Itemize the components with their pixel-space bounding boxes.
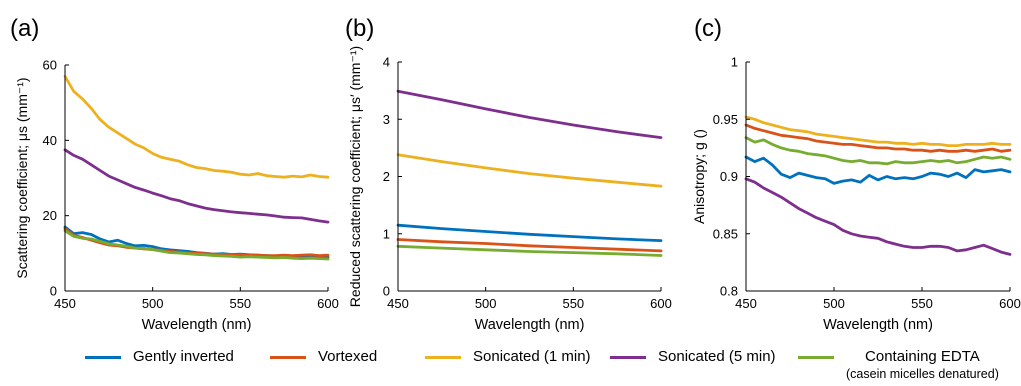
panel-c-series-sonicated-5-line [744,177,1012,256]
panel-b-y-tick-label: 2 [383,169,390,184]
panel-c-series-sonicated-1-line [744,115,1012,148]
legend-label-vortexed: Vortexed [318,348,378,365]
panel-a-x-tick-label: 450 [54,296,76,311]
panel-c-y-tick-label: 0.95 [713,112,738,127]
legend-text-edta: Containing EDTA (casein micelles denatur… [846,348,999,382]
panel-b-series-gently-inverted-line [396,223,663,243]
panel-c-x-tick-label: 500 [823,296,845,311]
legend-item-sonicated-5: Sonicated (5 min) [610,348,776,366]
panel-c-x-tick-label: 450 [735,296,757,311]
legend-swatch-sonicated-1 [425,356,461,359]
panel-b-x-axis-label: Wavelength (nm) [475,317,585,333]
panel-c-series-edta-line [744,136,1012,166]
panel-a-y-tick-label: 40 [43,133,57,148]
legend-swatch-sonicated-5 [610,356,646,359]
panel-a-y-tick-label: 60 [43,58,57,73]
panel-b-series-vortexed-line [396,238,663,253]
panel-b-y-tick-label: 3 [383,112,390,127]
panel-a-y-axis-label: Scattering coefficient; μs (mm⁻¹) [14,77,30,278]
panel-a-series-sonicated-5-line [63,148,330,224]
panel-b-x-tick-label: 550 [562,296,584,311]
panel-a-x-tick-label: 500 [142,296,164,311]
panel-b-y-tick-label: 1 [383,226,390,241]
panel-b-y-tick-label: 0 [383,284,390,299]
panel-a-x-tick-label: 600 [317,296,339,311]
legend-swatch-edta [798,356,834,359]
panel-a-x-axis-label: Wavelength (nm) [142,317,252,333]
panel-b-y-tick-label: 4 [383,55,390,70]
legend-item-edta: Containing EDTA (casein micelles denatur… [798,348,999,382]
panel-b-series-sonicated-5-line [396,89,663,140]
legend-label-sonicated-5: Sonicated (5 min) [658,348,776,365]
legend-label-edta: Containing EDTA [865,348,980,365]
panel-c-x-tick-label: 600 [999,296,1021,311]
panel-c-y-axis-label: Anisotropy; g () [691,129,707,224]
legend-label-sonicated-1: Sonicated (1 min) [473,348,591,365]
panel-b-label: (b) [345,15,374,42]
panel-a-series-edta-line [63,229,330,261]
panel-c-series-vortexed-line [744,123,1012,153]
panel-b-series-edta-line [396,244,663,257]
panel-c-x-axis-label: Wavelength (nm) [823,317,933,333]
panel-c-y-tick-label: 0.8 [720,284,738,299]
panel-a-y-tick-label: 20 [43,208,57,223]
legend: Gently inverted Vortexed Sonicated (1 mi… [0,340,1021,386]
legend-item-sonicated-1: Sonicated (1 min) [425,348,591,366]
legend-label-gently-inverted: Gently inverted [133,348,234,365]
panel-c-y-tick-label: 0.85 [713,226,738,241]
panel-b-series-sonicated-1-line [396,153,663,188]
legend-swatch-vortexed [270,356,306,359]
legend-note-edta: (casein micelles denatured) [846,367,999,381]
panel-a-series-sonicated-1-line [63,74,330,179]
panel-c-series-gently-inverted-line [744,155,1012,185]
panel-a-y-tick-label: 0 [50,284,57,299]
panel-b-y-axis-label: Reduced scattering coefficient; μs′ (mm⁻… [347,46,363,307]
panel-c-x-tick-label: 550 [911,296,933,311]
panel-a-x-tick-label: 550 [229,296,251,311]
panel-b-x-tick-label: 500 [475,296,497,311]
panel-c-y-tick-label: 0.9 [720,169,738,184]
legend-item-vortexed: Vortexed [270,348,377,366]
legend-item-gently-inverted: Gently inverted [85,348,234,366]
panel-c-y-tick-label: 1 [731,55,738,70]
panel-b-x-tick-label: 450 [387,296,409,311]
panel-a-label: (a) [10,15,39,42]
panel-b-x-tick-label: 600 [650,296,672,311]
legend-swatch-gently-inverted [85,356,121,359]
panel-c-label: (c) [694,15,722,42]
